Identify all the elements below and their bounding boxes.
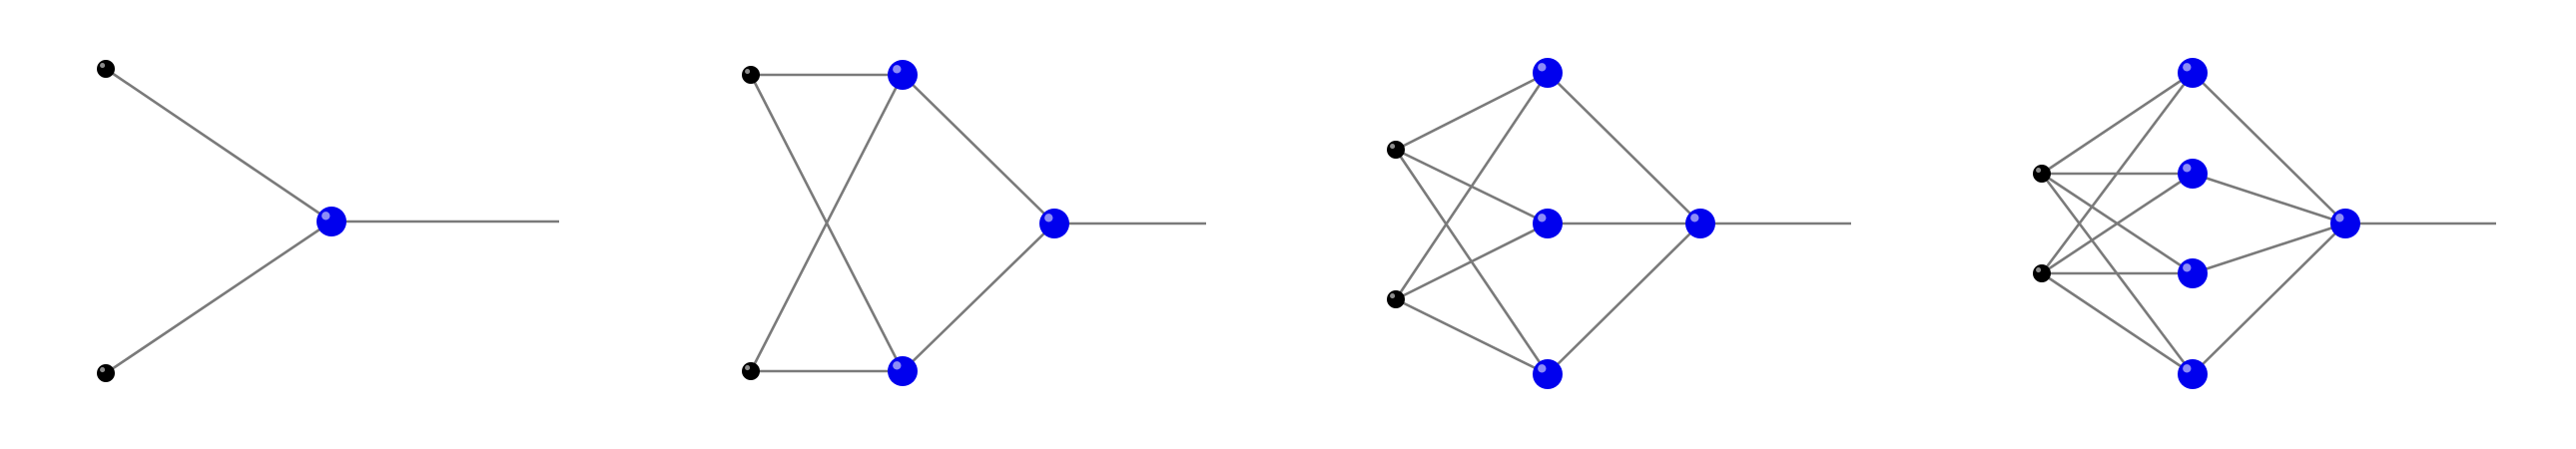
input-node-highlight [745,69,751,75]
input-node [742,66,760,84]
edges [105,67,559,375]
hidden-node [888,60,918,90]
hidden-node [317,207,346,236]
input-node-highlight [745,365,751,371]
edge-input-hidden [2041,271,2194,376]
input-node [742,362,760,380]
edge-hidden-output [902,74,1055,224]
hidden-node-highlight [2183,263,2192,272]
edge-input-hidden [1395,297,1549,376]
input-node-highlight [100,63,106,69]
hidden-node [2178,359,2208,389]
input-node-highlight [1390,144,1396,150]
hidden-node-highlight [322,212,330,221]
edge-input-hidden [105,220,332,375]
hidden-node [1533,359,1563,389]
edge-input-hidden [749,74,905,372]
edge-input-hidden [105,67,332,224]
edge-hidden-output [1547,223,1701,375]
output-node [2330,209,2360,238]
input-node [1387,141,1405,159]
input-node [97,60,115,78]
edge-input-hidden [2041,71,2194,176]
output-node [1685,209,1715,238]
edge-hidden-output [2192,72,2346,224]
edge-input-hidden [1394,72,1550,300]
input-node-highlight [100,367,106,373]
edges [2040,71,2496,376]
edge-input-hidden [1395,71,1549,152]
output-node-highlight [1044,214,1053,223]
hidden-node-highlight [2183,364,2192,373]
input-node [97,364,115,382]
edges [749,73,1206,373]
hidden-node [2178,159,2208,189]
input-node-highlight [1390,293,1396,299]
edge-input-hidden [1395,222,1549,301]
network-2 [742,60,1206,386]
hidden-node-highlight [1538,214,1547,223]
hidden-node-highlight [893,65,902,74]
hidden-node-highlight [2183,164,2192,173]
output-node-highlight [1690,214,1699,223]
input-node-highlight [2036,168,2042,174]
hidden-node [2178,58,2208,88]
edge-hidden-output [2192,172,2346,225]
edge-hidden-output [2192,222,2346,275]
input-node [1387,290,1405,308]
input-node [2033,165,2051,183]
network-1 [97,60,559,382]
input-node [2033,264,2051,282]
hidden-node [1533,58,1563,88]
network-3 [1387,58,1851,389]
hidden-node [2178,258,2208,288]
edges [1394,71,1851,376]
input-node-highlight [2036,267,2042,273]
hidden-node-highlight [893,361,902,370]
edge-hidden-output [902,223,1055,372]
hidden-node-highlight [1538,364,1547,373]
edge-hidden-output [1547,72,1701,224]
network-4 [2033,58,2496,389]
output-node-highlight [2335,214,2344,223]
hidden-node [1533,209,1563,238]
edge-input-hidden [2040,72,2195,274]
edge-hidden-output [2192,223,2346,375]
hidden-node [888,356,918,386]
output-node [1039,209,1069,238]
hidden-node-highlight [2183,63,2192,72]
edge-input-hidden [2041,172,2194,275]
hidden-node-highlight [1538,63,1547,72]
